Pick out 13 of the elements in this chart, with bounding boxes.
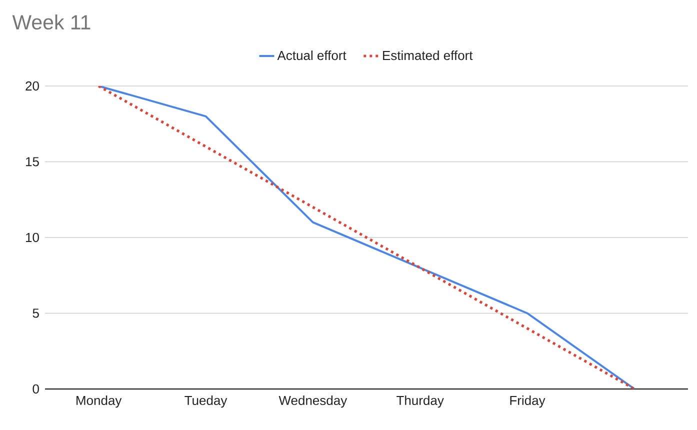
chart-title: Week 11 — [12, 14, 90, 30]
x-tick-label: Thurday — [396, 396, 444, 408]
y-tick-label: 10 — [26, 232, 39, 242]
y-tick-label: 5 — [32, 308, 39, 318]
x-tick-label: Tueday — [184, 396, 228, 408]
x-tick-label: Monday — [76, 396, 122, 408]
legend-label: Estimated effort — [383, 50, 473, 60]
x-tick-label: Friday — [510, 396, 546, 408]
x-tick-label: Wednesday — [278, 396, 348, 408]
y-tick-label: 20 — [26, 81, 39, 91]
y-tick-label: 0 — [32, 384, 39, 394]
legend-label: Actual effort — [277, 50, 346, 60]
y-tick-label: 15 — [26, 157, 39, 166]
